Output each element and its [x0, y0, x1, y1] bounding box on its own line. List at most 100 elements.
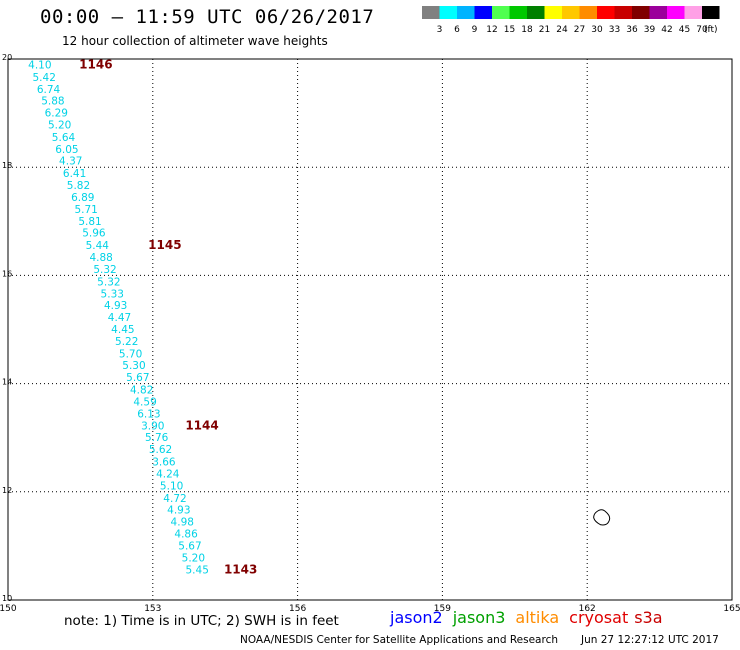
legend-label: 6 — [454, 25, 460, 35]
legend-label: 42 — [661, 25, 672, 35]
swh-value-label: 5.71 — [74, 204, 97, 216]
swh-value-label: 5.45 — [186, 565, 209, 577]
swh-value-label: 5.76 — [145, 432, 169, 444]
satellite-label-jason3: jason3 — [452, 608, 506, 627]
x-tick-label: 150 — [0, 604, 17, 614]
swh-value-label: 5.96 — [82, 228, 106, 240]
swh-value-label: 4.93 — [104, 300, 127, 312]
legend-label: 36 — [626, 25, 638, 35]
swh-value-label: 4.88 — [89, 252, 112, 264]
legend-label: 24 — [556, 25, 568, 35]
swh-value-label: 5.62 — [149, 444, 172, 456]
y-tick-label: 12 — [2, 486, 12, 495]
swh-value-label: 4.59 — [133, 396, 156, 408]
legend-swatch — [614, 6, 632, 19]
legend-swatch — [439, 6, 457, 19]
legend-swatch — [422, 6, 440, 19]
legend-swatch — [544, 6, 562, 19]
swh-value-label: 4.98 — [171, 517, 194, 529]
swh-value-label: 5.70 — [119, 348, 142, 360]
satellite-label-cryosat: cryosat — [569, 608, 629, 627]
swh-value-label: 5.64 — [52, 132, 76, 144]
y-tick-label: 18 — [2, 161, 12, 170]
footer-timestamp: Jun 27 12:27:12 UTC 2017 — [581, 634, 719, 646]
swh-value-label: 4.82 — [130, 385, 153, 397]
swh-value-label: 5.67 — [178, 540, 201, 552]
satellite-label-altika: altika — [515, 608, 560, 627]
legend-label: 18 — [521, 25, 533, 35]
legend-label: 15 — [504, 25, 515, 35]
legend-label: 30 — [591, 25, 603, 35]
legend-swatch — [527, 6, 545, 19]
x-tick-label: 153 — [144, 604, 161, 614]
chart-title: 00:00 — 11:59 UTC 06/26/2017 — [40, 6, 375, 28]
y-tick-label: 10 — [2, 594, 12, 603]
swh-value-label: 4.37 — [59, 156, 82, 168]
legend-unit: (ft) — [704, 25, 718, 35]
swh-value-label: 6.05 — [55, 144, 78, 156]
swh-value-label: 5.20 — [48, 119, 71, 131]
legend-swatch — [492, 6, 510, 19]
legend-swatch — [632, 6, 650, 19]
y-tick-label: 20 — [2, 53, 12, 62]
x-tick-label: 159 — [434, 604, 451, 614]
footer-note: note: 1) Time is in UTC; 2) SWH is in fe… — [64, 613, 339, 629]
swh-value-label: 5.20 — [182, 552, 205, 564]
plot-frame — [7, 58, 733, 601]
legend-swatch — [702, 6, 720, 19]
legend-label: 21 — [539, 25, 550, 35]
time-label: 1145 — [148, 238, 181, 252]
swh-value-label: 5.67 — [126, 372, 149, 384]
footer-credit: NOAA/NESDIS Center for Satellite Applica… — [240, 634, 558, 646]
swh-value-label: 5.88 — [41, 96, 64, 108]
swh-value-label: 4.93 — [167, 505, 190, 517]
swh-value-label: 4.45 — [111, 324, 134, 336]
x-tick-label: 165 — [723, 604, 740, 614]
swh-value-label: 6.41 — [63, 168, 86, 180]
swh-value-label: 4.10 — [28, 59, 51, 71]
swh-value-label: 6.89 — [71, 192, 94, 204]
swh-value-label: 5.10 — [160, 480, 183, 492]
legend-swatch — [457, 6, 475, 19]
swh-value-label: 3.66 — [152, 457, 176, 469]
legend-swatch — [579, 6, 597, 19]
legend-label: 33 — [609, 25, 620, 35]
y-tick-label: 14 — [2, 378, 12, 387]
swh-value-label: 6.74 — [37, 84, 61, 96]
time-label: 1143 — [224, 563, 257, 577]
time-label: 1144 — [185, 418, 218, 432]
satellite-label-s3a: s3a — [634, 608, 663, 627]
swh-value-label: 5.33 — [101, 288, 124, 300]
legend-label: 3 — [437, 25, 443, 35]
legend-swatch — [509, 6, 527, 19]
legend-label: 12 — [486, 25, 497, 35]
time-label: 1146 — [79, 57, 112, 71]
x-tick-label: 156 — [289, 604, 306, 614]
swh-value-label: 5.82 — [67, 180, 90, 192]
swh-value-label: 5.42 — [33, 72, 56, 84]
chart-subtitle: 12 hour collection of altimeter wave hei… — [62, 34, 328, 48]
swh-value-label: 6.29 — [45, 108, 68, 120]
legend-swatch — [474, 6, 492, 19]
legend-swatch — [649, 6, 667, 19]
legend-label: 27 — [574, 25, 585, 35]
swh-value-label: 5.81 — [78, 216, 101, 228]
island-outline — [593, 509, 611, 526]
legend-swatch — [597, 6, 615, 19]
legend-swatch — [684, 6, 702, 19]
swh-value-label: 5.32 — [97, 276, 120, 288]
legend-swatch — [667, 6, 685, 19]
legend-label: 70 — [696, 25, 708, 35]
satellite-label-jason2: jason2 — [390, 608, 443, 627]
x-tick-label: 162 — [579, 604, 596, 614]
legend-swatch — [562, 6, 580, 19]
swh-value-label: 3.90 — [141, 420, 164, 432]
color-legend: 3 6 9 12 15 18 21 24 27 30 33 36 39 42 45 70(ft) — [422, 6, 720, 35]
satellite-legend: jason2 jason3 altika cryosat s3a — [390, 608, 673, 627]
swh-value-label: 5.30 — [122, 360, 145, 372]
legend-label: 9 — [472, 25, 478, 35]
swh-value-label: 4.72 — [163, 493, 186, 505]
legend-label: 45 — [679, 25, 690, 35]
legend-label: 39 — [644, 25, 656, 35]
